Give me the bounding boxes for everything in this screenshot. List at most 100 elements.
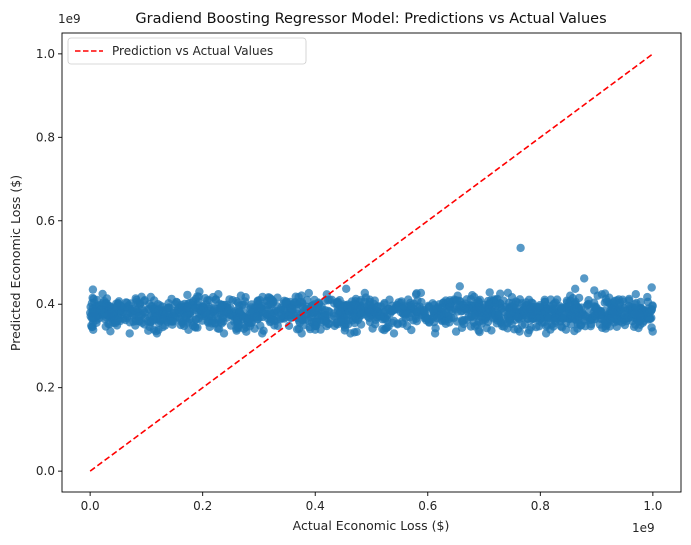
data-point-outlier — [455, 282, 464, 291]
data-point — [255, 295, 264, 305]
data-point — [245, 322, 255, 331]
data-point — [457, 316, 467, 325]
data-point — [624, 296, 634, 305]
x-tick-label: 0.4 — [306, 499, 325, 513]
data-point — [304, 316, 313, 326]
data-point — [574, 293, 584, 303]
data-point — [546, 325, 555, 334]
data-point — [648, 327, 657, 336]
data-point — [416, 288, 426, 298]
data-point — [259, 326, 268, 335]
data-point — [532, 305, 541, 315]
data-point — [162, 307, 171, 317]
y-tick-label: 0.0 — [36, 464, 55, 478]
data-point — [557, 304, 566, 314]
data-point — [325, 307, 334, 317]
data-point — [428, 299, 437, 308]
y-tick-label: 0.2 — [36, 381, 55, 395]
data-point — [620, 310, 629, 319]
data-point — [193, 292, 202, 301]
data-point-outlier — [647, 283, 656, 292]
data-point — [340, 326, 349, 335]
data-point — [284, 321, 294, 330]
data-point — [406, 301, 416, 310]
data-point — [201, 294, 210, 303]
data-point — [601, 318, 610, 327]
x-tick-label: 0.0 — [81, 499, 100, 513]
data-point — [336, 308, 345, 317]
data-point — [474, 317, 484, 326]
data-point — [370, 296, 379, 305]
data-point — [445, 318, 454, 327]
data-point — [89, 325, 98, 334]
data-point — [356, 295, 366, 305]
data-point — [140, 297, 149, 306]
data-point — [496, 289, 505, 298]
data-point — [223, 307, 233, 316]
data-point — [282, 299, 291, 308]
data-point — [252, 312, 261, 322]
data-point — [468, 291, 477, 300]
data-point — [152, 312, 161, 321]
data-point — [558, 313, 567, 323]
data-point-outlier — [516, 243, 525, 253]
data-point — [556, 322, 566, 331]
y-tick-label: 1.0 — [36, 47, 55, 61]
data-point — [183, 290, 192, 300]
data-point — [234, 320, 244, 329]
data-point — [601, 294, 610, 303]
data-point — [393, 319, 402, 328]
data-point — [194, 314, 203, 323]
data-point — [600, 306, 609, 316]
data-point — [417, 297, 426, 307]
data-point — [399, 301, 408, 310]
data-point — [256, 302, 265, 311]
data-point — [564, 302, 574, 311]
data-point — [240, 297, 250, 306]
data-point — [380, 325, 389, 335]
data-point — [146, 292, 155, 302]
data-point — [364, 312, 373, 322]
legend: Prediction vs Actual Values — [67, 37, 307, 65]
data-point — [570, 315, 579, 324]
data-point — [630, 300, 640, 309]
data-point — [87, 299, 97, 308]
data-point — [88, 305, 98, 315]
data-point — [332, 319, 341, 328]
legend-label: Prediction vs Actual Values — [112, 44, 273, 58]
x-tick-label: 0.6 — [418, 499, 437, 513]
data-point — [618, 295, 627, 304]
data-point — [503, 313, 513, 322]
data-point — [514, 313, 523, 323]
data-point — [551, 313, 561, 323]
data-point — [185, 298, 195, 308]
data-point — [467, 311, 476, 321]
data-point — [101, 322, 111, 331]
data-point — [168, 311, 178, 321]
data-point — [295, 313, 305, 323]
data-point — [225, 295, 234, 304]
y-tick-label: 0.4 — [36, 297, 55, 311]
data-point — [499, 322, 509, 331]
data-point — [489, 314, 498, 323]
data-point — [401, 310, 410, 319]
data-point — [487, 326, 496, 335]
x-offset-text: 1e9 — [632, 521, 655, 535]
data-point — [139, 306, 148, 316]
data-point — [184, 325, 193, 334]
data-point — [291, 292, 300, 301]
data-point — [277, 310, 286, 320]
data-point — [217, 300, 227, 310]
reference-line — [89, 53, 654, 472]
data-point — [140, 320, 149, 329]
data-point — [428, 306, 438, 315]
data-point — [437, 304, 447, 313]
data-point — [125, 318, 135, 327]
data-point — [265, 293, 274, 302]
data-point — [592, 304, 602, 313]
y-tick-label: 0.8 — [36, 130, 55, 144]
data-point — [335, 301, 344, 310]
data-point — [176, 320, 185, 330]
data-point — [292, 325, 302, 334]
data-point-outlier — [342, 284, 351, 293]
